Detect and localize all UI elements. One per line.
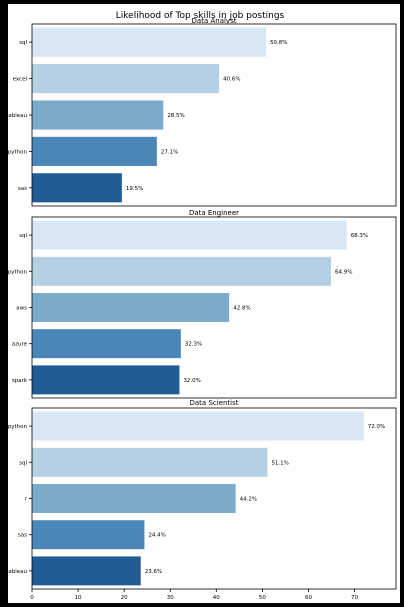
data-label: 64.9% — [335, 269, 352, 275]
y-tick-label: spark — [12, 378, 28, 384]
y-tick-label: python — [8, 424, 28, 430]
x-tick-label: 30 — [167, 595, 174, 601]
chart-panels: Data Analyst sql 50.8% excel 40.6% tableau 28.… — [6, 17, 397, 601]
data-label: 72.0% — [368, 424, 385, 430]
y-tick-label: sql — [19, 40, 27, 46]
bar — [32, 447, 268, 477]
bar — [32, 329, 181, 359]
y-tick-label: python — [8, 269, 28, 275]
y-tick-label: excel — [13, 77, 28, 83]
data-label: 42.8% — [233, 306, 250, 312]
x-tick-label: 70 — [351, 595, 358, 601]
skills-chart: Likelihood of Top skills in job postings… — [6, 11, 397, 601]
y-tick-label: tableau — [8, 113, 27, 119]
data-label: 24.4% — [148, 533, 165, 539]
data-label: 68.3% — [351, 233, 368, 239]
x-tick-label: 50 — [259, 595, 266, 601]
bar — [32, 484, 236, 513]
data-label: 32.3% — [185, 342, 202, 348]
x-tick-label: 10 — [75, 595, 82, 601]
y-tick-label: tableau — [8, 569, 27, 575]
figure-title: Likelihood of Top skills in job postings — [116, 11, 285, 21]
bar — [32, 220, 347, 250]
figure-canvas: Likelihood of Top skills in job postings… — [6, 4, 400, 603]
y-tick-label: python — [8, 149, 28, 155]
x-tick-label: 60 — [305, 595, 312, 601]
bar — [32, 365, 180, 395]
bar — [32, 520, 145, 550]
bar — [32, 64, 220, 94]
y-tick-label: azure — [12, 342, 28, 348]
data-label: 23.6% — [145, 569, 162, 575]
data-label: 51.1% — [271, 460, 288, 466]
panel-data-analyst: Data Analyst sql 50.8% excel 40.6% tableau 28.… — [6, 17, 397, 207]
bar — [32, 256, 332, 286]
panel-title: Data Engineer — [189, 209, 239, 217]
axes-frame — [31, 407, 397, 590]
bar — [32, 173, 122, 203]
x-tick-label: 40 — [213, 595, 220, 601]
y-tick-label: sas — [18, 186, 27, 192]
bar — [32, 136, 157, 166]
y-tick-label: r — [25, 497, 28, 503]
y-tick-label: sql — [19, 460, 27, 466]
panel-data-scientist: Data Scientist python 72.0% sql 51.1% r 44.2% s… — [6, 399, 397, 601]
bar — [32, 411, 364, 441]
y-tick-label: aws — [16, 306, 27, 312]
x-tick-label: 0 — [30, 595, 34, 601]
panel-title: Data Analyst — [192, 17, 237, 25]
x-tick-label: 20 — [121, 595, 128, 601]
data-label: 28.5% — [167, 113, 184, 119]
panel-data-engineer: Data Engineer sql 68.3% python 64.9% aws 42.8%… — [8, 209, 397, 399]
bar — [32, 100, 164, 130]
data-label: 19.5% — [126, 186, 143, 192]
axes-frame — [31, 23, 397, 207]
y-tick-label: sql — [19, 233, 27, 239]
data-label: 50.8% — [270, 40, 287, 46]
data-label: 44.2% — [240, 497, 257, 503]
bar — [32, 556, 141, 586]
data-label: 40.6% — [223, 77, 240, 83]
data-label: 32.0% — [183, 378, 200, 384]
panel-title: Data Scientist — [190, 399, 239, 407]
data-label: 27.1% — [161, 149, 178, 155]
bar — [32, 27, 267, 57]
bar — [32, 293, 230, 322]
axes-frame — [31, 216, 397, 399]
y-tick-label: sas — [18, 533, 27, 539]
